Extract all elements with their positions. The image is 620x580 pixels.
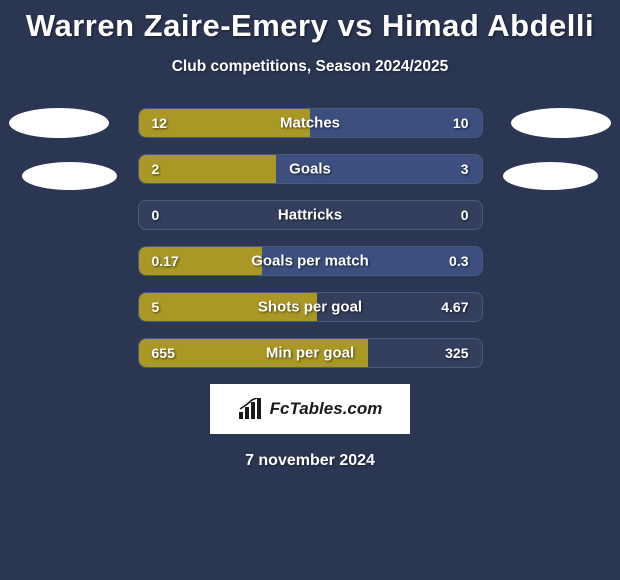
stat-label: Hattricks (278, 207, 342, 224)
avatar-right-secondary (503, 162, 598, 190)
stat-value-left: 5 (152, 299, 160, 315)
stat-value-right: 0.3 (449, 253, 468, 269)
logo-box: FcTables.com (210, 384, 410, 434)
stat-row: 0.17 Goals per match 0.3 (138, 246, 483, 276)
stat-value-right: 4.67 (441, 299, 468, 315)
stat-label: Goals (289, 161, 331, 178)
stat-value-right: 325 (445, 345, 468, 361)
stat-value-left: 2 (152, 161, 160, 177)
stat-value-left: 0.17 (152, 253, 179, 269)
comparison-subtitle: Club competitions, Season 2024/2025 (0, 58, 620, 76)
comparison-date: 7 november 2024 (0, 452, 620, 470)
logo-text: FcTables.com (270, 399, 383, 419)
stat-label: Goals per match (251, 253, 369, 270)
comparison-title: Warren Zaire-Emery vs Himad Abdelli (0, 0, 620, 44)
stat-value-left: 0 (152, 207, 160, 223)
stat-row: 5 Shots per goal 4.67 (138, 292, 483, 322)
stat-value-left: 655 (152, 345, 175, 361)
stat-row: 12 Matches 10 (138, 108, 483, 138)
stat-row: 655 Min per goal 325 (138, 338, 483, 368)
avatar-left-primary (9, 108, 109, 138)
stat-row: 2 Goals 3 (138, 154, 483, 184)
stat-value-right: 10 (453, 115, 469, 131)
stat-value-left: 12 (152, 115, 168, 131)
stat-label: Matches (280, 115, 340, 132)
avatar-right-primary (511, 108, 611, 138)
stats-area: 12 Matches 10 2 Goals 3 0 Hattricks 0 0.17 Goals p… (0, 108, 620, 368)
stat-label: Min per goal (266, 345, 354, 362)
stat-row: 0 Hattricks 0 (138, 200, 483, 230)
stat-value-right: 0 (461, 207, 469, 223)
bars-container: 12 Matches 10 2 Goals 3 0 Hattricks 0 0.17 Goals p… (138, 108, 483, 368)
stat-label: Shots per goal (258, 299, 362, 316)
stat-value-right: 3 (461, 161, 469, 177)
avatar-left-secondary (22, 162, 117, 190)
fctables-logo-icon (238, 398, 264, 420)
